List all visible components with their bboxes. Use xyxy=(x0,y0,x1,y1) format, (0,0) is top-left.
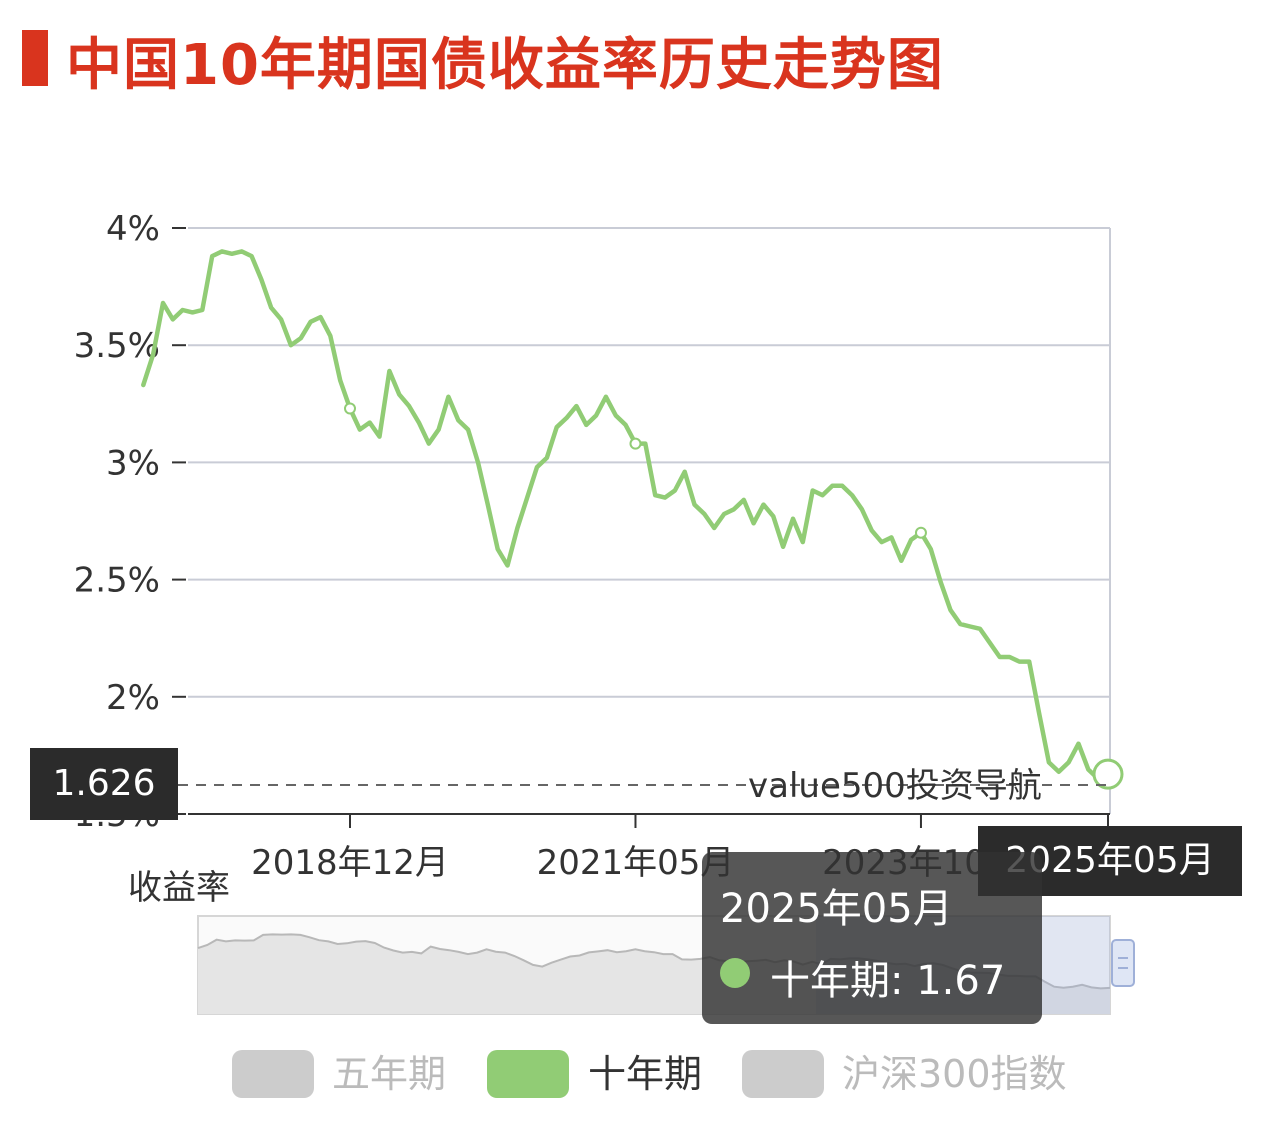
x-tick-label: 2021年05月 xyxy=(537,843,735,883)
axis-pointer-y-label: 1.626 xyxy=(30,748,178,820)
tooltip-series-marker xyxy=(720,958,750,988)
legend-swatch xyxy=(232,1050,314,1098)
tooltip-series-value: 1.67 xyxy=(916,958,1006,1004)
data-point-marker xyxy=(629,437,642,450)
legend-swatch xyxy=(742,1050,824,1098)
series-line-ten-year xyxy=(141,249,1111,782)
legend: 五年期 十年期 沪深300指数 xyxy=(0,1050,1266,1102)
y-tick-label: 3.5% xyxy=(74,326,160,366)
data-point-marker xyxy=(1092,758,1124,790)
y-axis-ticks: 4%3.5%3%2.5%2%1.5% xyxy=(74,209,186,835)
x-tick-label: 2018年12月 xyxy=(251,843,449,883)
legend-label: 十年期 xyxy=(588,1052,703,1096)
title-accent-bar xyxy=(22,30,48,86)
data-point-marker xyxy=(344,402,356,415)
watermark: value500投资导航 xyxy=(748,766,1042,806)
y-axis-name: 收益率 xyxy=(128,868,230,908)
legend-label: 五年期 xyxy=(332,1052,447,1096)
grid-lines xyxy=(188,227,1111,815)
y-tick-label: 3% xyxy=(106,443,160,483)
tooltip: 2025年05月 十年期: 1.67 xyxy=(702,852,1042,1024)
slider-handle-right xyxy=(1111,939,1135,987)
legend-swatch xyxy=(487,1050,569,1098)
y-tick-label: 2% xyxy=(106,678,160,718)
tooltip-series-row: 十年期: 1.67 xyxy=(770,958,1006,1004)
y-tick-label: 2.5% xyxy=(74,561,160,601)
tooltip-title: 2025年05月 xyxy=(720,886,953,932)
y-tick-label: 4% xyxy=(106,209,160,249)
data-point-marker xyxy=(914,526,927,539)
chart-title: 中国10年期国债收益率历史走势图 xyxy=(66,33,944,98)
tooltip-series-name: 十年期 xyxy=(770,958,890,1004)
series-line xyxy=(141,249,1124,790)
legend-label: 沪深300指数 xyxy=(842,1052,1067,1096)
